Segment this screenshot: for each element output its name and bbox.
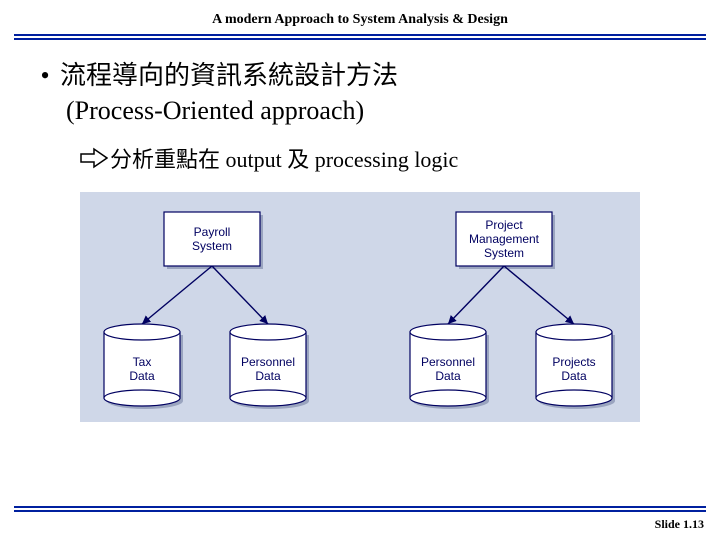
- svg-text:System: System: [192, 239, 232, 253]
- arrow-text: 分析重點在 output 及 processing logic: [110, 142, 458, 174]
- slide-header: A modern Approach to System Analysis & D…: [0, 0, 720, 28]
- svg-text:Data: Data: [435, 369, 461, 383]
- process-diagram: PayrollSystemProjectManagementSystemTaxD…: [80, 192, 640, 422]
- bullet-line2: (Process-Oriented approach): [66, 93, 690, 128]
- svg-text:Data: Data: [129, 369, 155, 383]
- svg-text:Tax: Tax: [133, 355, 152, 369]
- arrow-right-icon: [80, 147, 108, 169]
- bullet-marker: •: [30, 58, 60, 93]
- arrow-bullet: 分析重點在 output 及 processing logic: [80, 142, 690, 174]
- svg-text:Data: Data: [561, 369, 587, 383]
- svg-text:Personnel: Personnel: [241, 355, 295, 369]
- svg-text:Personnel: Personnel: [421, 355, 475, 369]
- bullet-line1: 流程導向的資訊系統設計方法: [60, 58, 398, 93]
- svg-text:Management: Management: [469, 232, 540, 246]
- diagram-container: PayrollSystemProjectManagementSystemTaxD…: [80, 192, 640, 422]
- footer-rule: [14, 506, 706, 512]
- svg-text:Project: Project: [485, 218, 523, 232]
- svg-text:System: System: [484, 246, 524, 260]
- svg-text:Data: Data: [255, 369, 281, 383]
- svg-text:Projects: Projects: [552, 355, 595, 369]
- slide-content: • 流程導向的資訊系統設計方法 (Process-Oriented approa…: [0, 40, 720, 422]
- slide-number: Slide 1.13: [655, 517, 704, 532]
- bullet-item: • 流程導向的資訊系統設計方法: [30, 58, 690, 93]
- svg-text:Payroll: Payroll: [194, 225, 231, 239]
- slide-title: A modern Approach to System Analysis & D…: [212, 12, 508, 27]
